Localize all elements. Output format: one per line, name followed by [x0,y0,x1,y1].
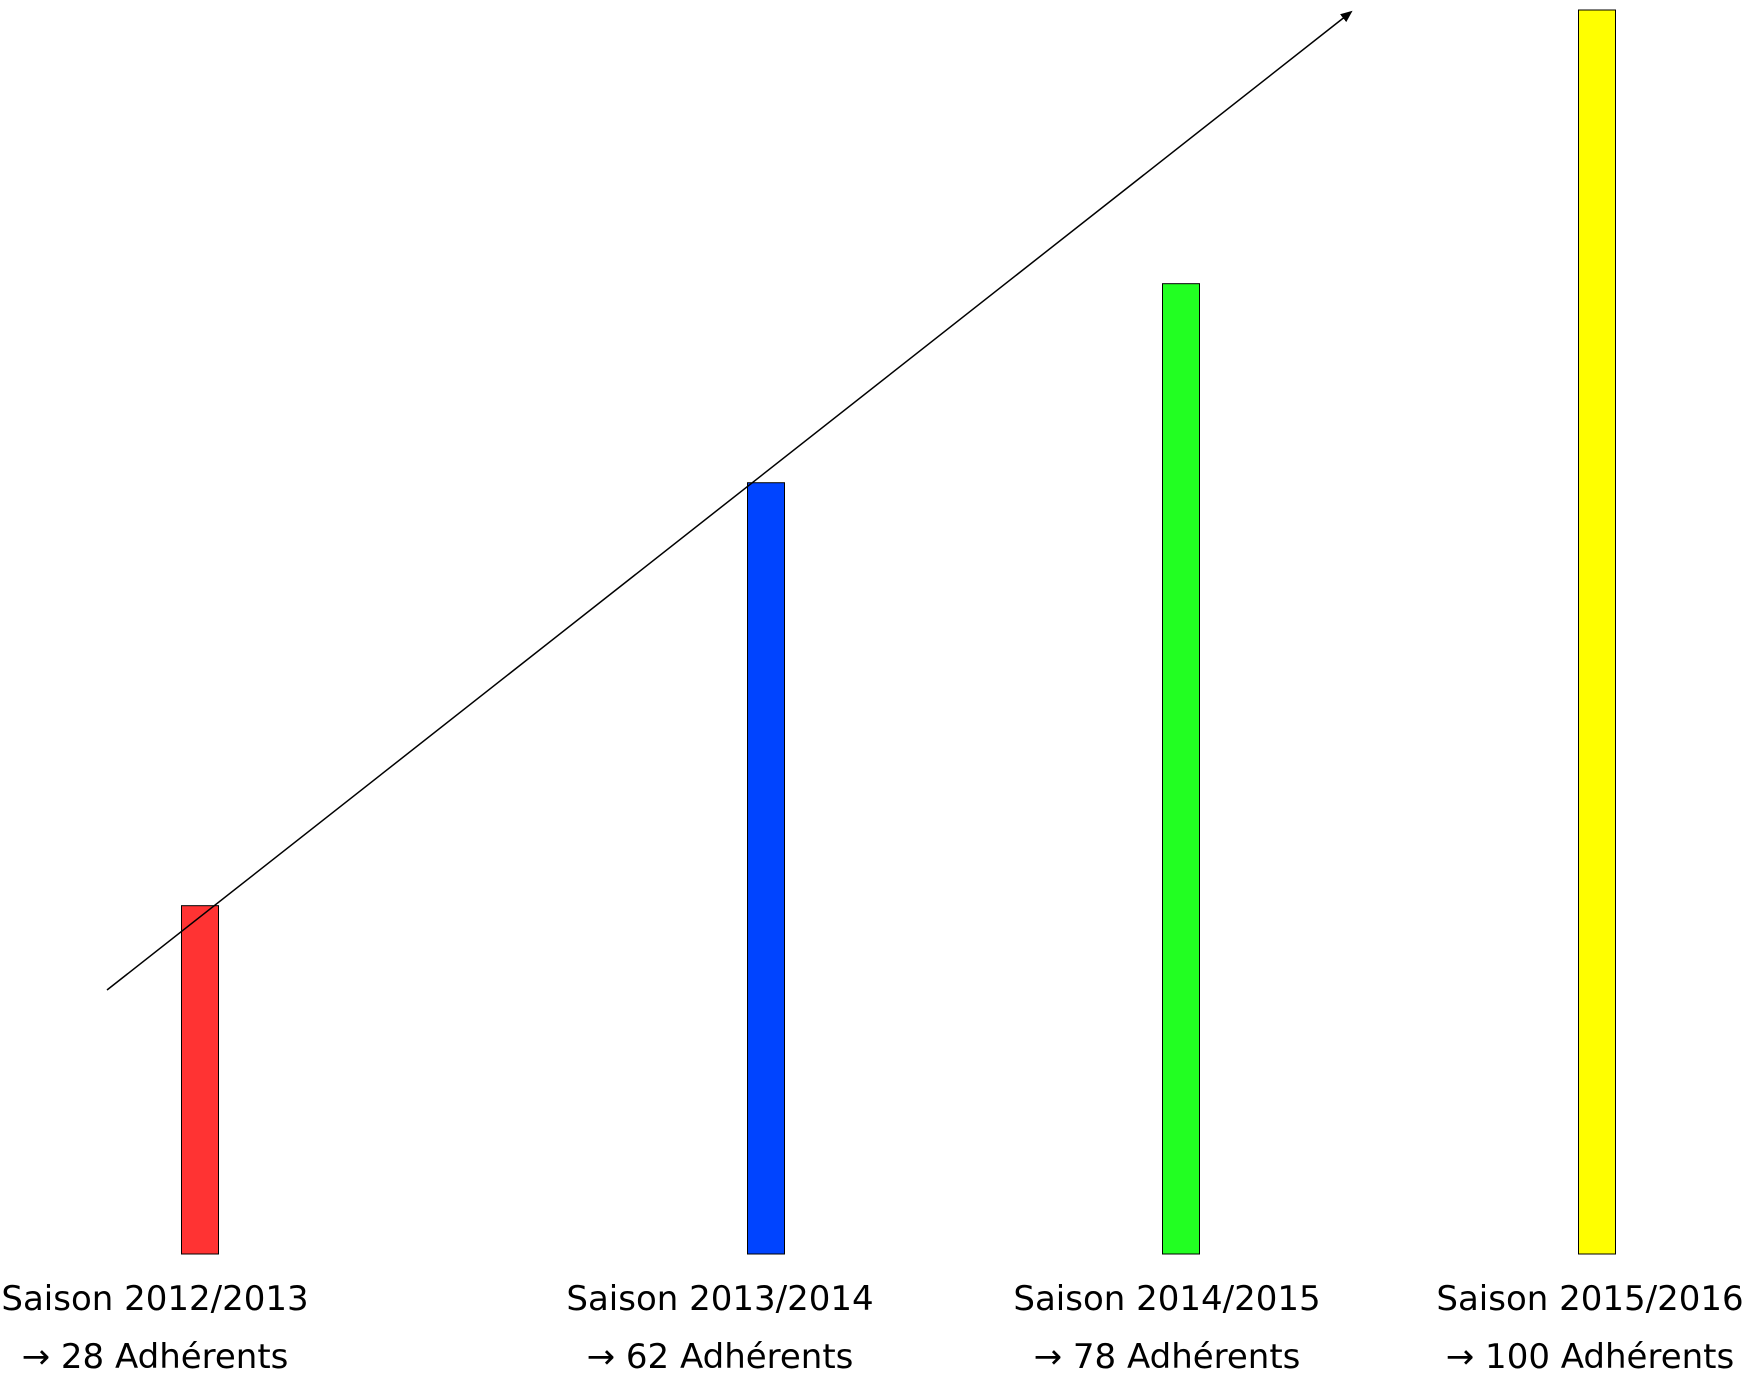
bar-4 [1578,9,1616,1255]
season-label-2: Saison 2013/2014 [566,1279,873,1319]
season-label-4: Saison 2015/2016 [1436,1279,1743,1319]
member-count-label-3: → 78 Adhérents [1034,1337,1301,1377]
trend-arrow [106,10,1353,991]
bar-2 [747,482,785,1255]
bar-3 [1162,283,1200,1255]
member-count-label-4: → 100 Adhérents [1446,1337,1734,1377]
member-count-label-2: → 62 Adhérents [587,1337,854,1377]
season-label-3: Saison 2014/2015 [1013,1279,1320,1319]
season-label-1: Saison 2012/2013 [1,1279,308,1319]
member-count-label-1: → 28 Adhérents [22,1337,289,1377]
bar-1 [181,905,219,1255]
